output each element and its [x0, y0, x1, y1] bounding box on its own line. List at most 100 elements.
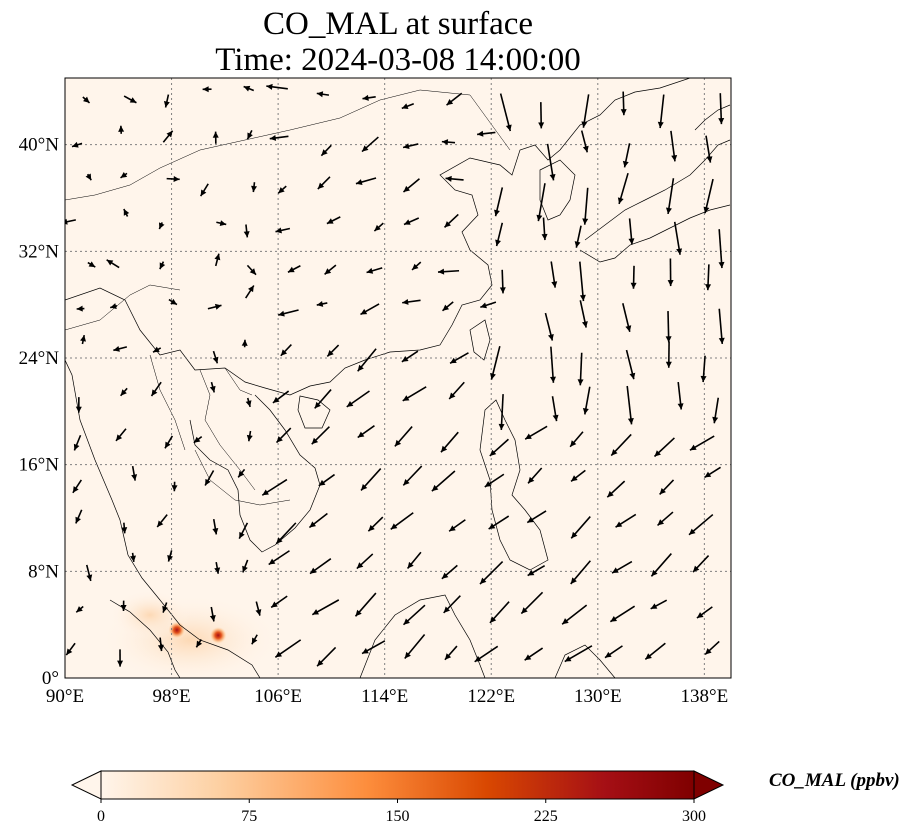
wind-arrow [87, 261, 96, 268]
wind-arrow [441, 301, 454, 312]
latitude-labels: 0° 8°N 16°N 24°N 32°N 40°N [19, 135, 60, 689]
wind-arrow [448, 381, 465, 400]
wind-arrow [527, 564, 546, 577]
wind-arrow [718, 308, 725, 345]
wind-arrow [550, 261, 558, 288]
wind-arrow [311, 426, 330, 445]
wind-arrow [538, 102, 545, 129]
wind-arrow [536, 183, 546, 222]
map-title-line2: Time: 2024-03-08 14:00:00 [215, 42, 581, 78]
wind-arrow [356, 553, 374, 570]
wind-arrow [441, 139, 456, 146]
wind-arrow [718, 93, 725, 125]
wind-arrow [158, 222, 165, 230]
wind-arrow [245, 285, 255, 299]
wind-arrow [696, 606, 713, 619]
wind-arrow [209, 381, 216, 393]
colorbar-extend-max [693, 770, 725, 800]
wind-arrow [82, 96, 91, 104]
longitude-tick-label: 122°E [467, 686, 515, 707]
wind-arrow [162, 130, 174, 143]
wind-arrow [657, 94, 665, 129]
wind-arrow [520, 591, 544, 615]
graticule [65, 78, 731, 678]
latitude-tick-label: 16°N [19, 455, 60, 476]
wind-arrow [243, 85, 255, 92]
wind-arrow [110, 303, 118, 309]
wind-arrow [157, 637, 164, 652]
wind-arrow [524, 647, 544, 661]
wind-arrow [168, 298, 178, 306]
wind-arrow [402, 386, 427, 402]
wind-arrow [443, 213, 459, 228]
wind-arrow [541, 217, 548, 241]
wind-arrow [580, 130, 589, 153]
longitude-tick-label: 98°E [152, 686, 190, 707]
wind-arrow [324, 264, 337, 276]
wind-arrow [606, 480, 626, 498]
wind-arrow [163, 94, 170, 108]
wind-arrow [237, 468, 246, 478]
wind-arrow [526, 510, 547, 524]
wind-arrow [251, 182, 258, 193]
wind-arrow [700, 355, 707, 383]
map-title-line1: CO_MAL at surface [262, 6, 534, 42]
wind-arrow [570, 560, 591, 585]
wind-arrow [212, 131, 219, 144]
wind-arrow [362, 94, 376, 101]
wind-arrow [243, 224, 250, 238]
wind-arrow [498, 394, 505, 431]
wind-arrow [705, 135, 713, 163]
wind-arrow [448, 519, 466, 532]
wind-arrow [582, 187, 589, 225]
wind-arrow [688, 513, 714, 536]
wind-arrow [65, 642, 76, 656]
colorbar-tick-label: 0 [97, 808, 105, 825]
wind-arrow [490, 345, 501, 380]
wind-arrow [373, 222, 384, 232]
wind-arrow [443, 595, 461, 614]
wind-arrow [615, 513, 637, 528]
wind-arrow [484, 473, 505, 488]
wind-arrow [162, 602, 168, 613]
wind-arrow [241, 339, 248, 348]
wind-arrow [610, 433, 632, 457]
wind-arrow [275, 427, 292, 444]
wind-arrow [72, 479, 83, 494]
wind-arrow [280, 343, 292, 357]
longitude-labels: 90°E 98°E 106°E 114°E 122°E 130°E 138°E [46, 686, 728, 707]
wind-arrow [441, 564, 458, 580]
wind-arrow [667, 258, 674, 287]
wind-arrow [274, 639, 302, 658]
wind-arrow [171, 481, 178, 492]
wind-arrow [207, 303, 222, 310]
wind-arrow [561, 604, 588, 625]
wind-arrow [404, 633, 426, 659]
co-hotspot [167, 621, 186, 639]
longitude-tick-label: 130°E [574, 686, 622, 707]
wind-arrow [238, 522, 249, 539]
wind-arrow [489, 601, 510, 624]
co-hotspot [209, 626, 228, 645]
wind-arrow [367, 516, 384, 532]
wind-arrow [609, 605, 636, 623]
longitude-tick-label: 138°E [681, 686, 729, 707]
wind-arrow [357, 425, 375, 439]
wind-arrow [581, 94, 590, 128]
wind-arrow [195, 639, 203, 648]
wind-arrow [120, 600, 127, 612]
wind-arrow [278, 309, 299, 317]
wind-arrow [402, 143, 419, 150]
wind-arrow [346, 390, 370, 408]
latitude-tick-label: 40°N [19, 135, 60, 156]
wind-arrow [115, 428, 127, 442]
wind-arrow [361, 640, 386, 655]
wind-arrow [318, 473, 336, 487]
longitude-tick-label: 114°E [361, 686, 408, 707]
wind-arrow [275, 522, 297, 545]
wind-arrow [499, 269, 506, 294]
wind-arrow [546, 143, 556, 181]
wind-arrow [402, 298, 421, 305]
wind-vectors [65, 83, 725, 667]
